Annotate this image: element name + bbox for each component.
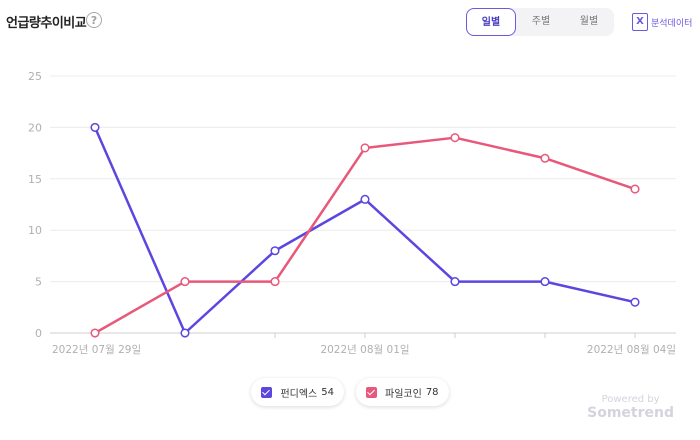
checkbox-checked-icon: [261, 386, 273, 398]
brand-name: Sometrend: [587, 405, 674, 421]
data-point-series-2: [180, 277, 190, 287]
legend-item-filecoin[interactable]: 파일코인 78: [356, 378, 449, 406]
legend-series-total: 78: [425, 386, 439, 398]
x-tick-label: 2022년 08월 04일: [587, 343, 676, 356]
export-data-button[interactable]: X 분석데이터: [632, 12, 692, 32]
data-point-series-1: [450, 277, 460, 287]
legend-series-name: 펀디엑스: [280, 388, 318, 400]
y-tick-label: 5: [35, 276, 42, 289]
y-tick-label: 25: [28, 70, 42, 83]
tab-weekly[interactable]: 주별: [531, 16, 551, 27]
tab-monthly[interactable]: 월별: [579, 16, 599, 27]
line-chart: 0 5 10 15 20 25 2022년 07월 29일 2022년 08월 01일 2022…: [28, 70, 676, 356]
data-point-series-2: [540, 153, 550, 163]
data-point-series-2: [630, 184, 640, 194]
checkbox-checked-icon: [366, 386, 377, 398]
export-data-label: 분석데이터: [651, 18, 693, 29]
data-point-series-2: [360, 143, 370, 153]
legend-series-name: 파일코인: [385, 388, 422, 400]
y-tick-label: 20: [28, 121, 42, 134]
chart-title: 언급량추이비교: [6, 16, 87, 31]
tab-daily[interactable]: 일별: [466, 8, 516, 36]
y-tick-label: 15: [28, 173, 42, 186]
legend-series-total: 54: [321, 386, 334, 398]
y-tick-label: 10: [28, 224, 42, 237]
legend: 펀디엑스 54 파일코인 78: [0, 378, 700, 406]
powered-by-logo: Powered by Sometrend: [587, 394, 674, 421]
legend-item-fundex[interactable]: 펀디엑스 54: [251, 378, 344, 406]
x-tick-label: 2022년 08월 01일: [320, 343, 409, 356]
data-point-series-1: [270, 246, 280, 256]
data-point-series-1: [180, 328, 190, 338]
data-point-series-1: [540, 277, 550, 287]
series-line-2: [93, 136, 637, 335]
data-point-series-1: [630, 297, 640, 307]
period-tabs: 일별 주별 월별: [466, 8, 614, 36]
powered-by-label: Powered by: [601, 394, 660, 405]
data-point-series-2: [450, 133, 460, 143]
data-point-series-2: [90, 328, 100, 338]
data-point-series-1: [360, 194, 370, 204]
x-tick-label: 2022년 07월 29일: [52, 343, 141, 356]
excel-icon: X: [632, 13, 648, 31]
data-point-series-1: [90, 122, 100, 132]
question-circle-icon[interactable]: ?: [86, 12, 102, 28]
y-tick-label: 0: [35, 327, 42, 340]
data-point-series-2: [270, 277, 280, 287]
